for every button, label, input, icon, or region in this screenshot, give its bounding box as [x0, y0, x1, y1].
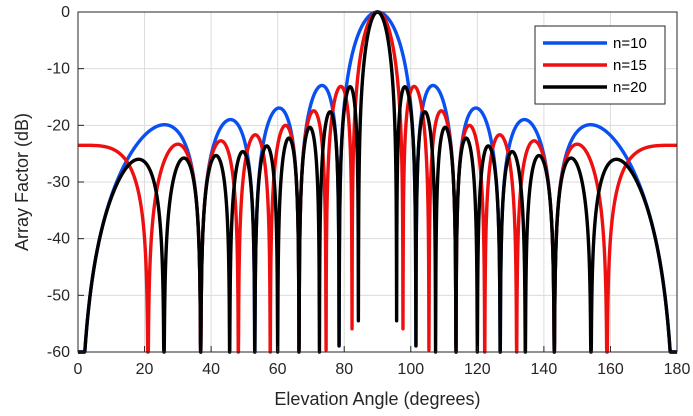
x-tick-label: 40	[202, 361, 220, 378]
y-tick-label: -30	[47, 174, 70, 191]
x-tick-label: 120	[464, 361, 491, 378]
x-tick-label: 180	[664, 361, 691, 378]
y-tick-label: 0	[61, 4, 70, 21]
legend: n=10 n=15 n=20	[534, 25, 666, 105]
x-tick-label: 80	[335, 361, 353, 378]
x-tick-label: 140	[531, 361, 558, 378]
x-axis-label: Elevation Angle (degrees)	[274, 389, 480, 409]
legend-label: n=15	[613, 57, 647, 74]
y-tick-label: -50	[47, 287, 70, 304]
y-tick-label: -10	[47, 61, 70, 78]
x-tick-label: 100	[397, 361, 424, 378]
y-tick-label: -20	[47, 117, 70, 134]
legend-label: n=10	[613, 35, 647, 52]
x-tick-label: 60	[269, 361, 287, 378]
y-tick-label: -40	[47, 231, 70, 248]
x-tick-label: 20	[136, 361, 154, 378]
x-tick-label: 0	[74, 361, 83, 378]
x-tick-label: 160	[597, 361, 624, 378]
legend-label: n=20	[613, 79, 647, 96]
y-tick-label: -60	[47, 344, 70, 361]
y-axis-label: Array Factor (dB)	[12, 113, 32, 251]
axis-ticks: 0 20 40 60 80 100 120 140 160 180 0 -10 -20 -30 -40 -50…	[47, 4, 691, 378]
